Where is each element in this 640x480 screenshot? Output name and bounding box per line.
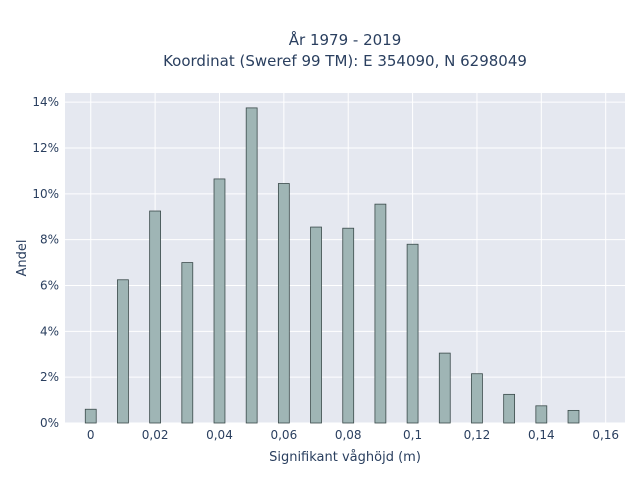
bar [181, 262, 194, 424]
bar [503, 393, 516, 424]
bar [149, 210, 161, 424]
bar [117, 279, 129, 424]
bar [374, 203, 387, 424]
y-axis-title: Andel [15, 240, 30, 277]
bar [84, 408, 97, 424]
bar [567, 409, 580, 424]
x-tick-label: 0 [87, 428, 95, 442]
y-tick-labels: 0% 2% 4% 6% 8% 10% 12% 14% [32, 95, 59, 430]
bar [535, 405, 548, 424]
x-tick-label: 0,04 [206, 428, 233, 442]
bar [213, 178, 226, 424]
x-tick-label: 0,06 [270, 428, 297, 442]
bar [471, 373, 483, 424]
chart-title-line2: Koordinat (Sweref 99 TM): E 354090, N 62… [163, 52, 527, 70]
y-tick-label: 8% [40, 233, 59, 247]
chart-title-line1: År 1979 - 2019 [289, 30, 402, 49]
x-tick-label: 0,02 [142, 428, 169, 442]
y-tick-label: 0% [40, 416, 59, 430]
x-tick-label: 0,14 [528, 428, 555, 442]
bar [342, 227, 355, 424]
y-tick-label: 10% [32, 187, 59, 201]
x-axis-title: Signifikant våghöjd (m) [269, 450, 421, 465]
x-tick-label: 0,12 [464, 428, 491, 442]
x-tick-label: 0,16 [592, 428, 619, 442]
bar [438, 352, 451, 424]
x-tick-label: 0,1 [403, 428, 422, 442]
y-tick-label: 14% [32, 95, 59, 109]
x-tick-label: 0,08 [335, 428, 362, 442]
y-tick-label: 4% [40, 324, 59, 338]
y-tick-label: 2% [40, 370, 59, 384]
x-tick-labels: 0 0,02 0,04 0,06 0,08 0,1 0,12 0,14 0,16 [87, 428, 619, 442]
bar [277, 183, 290, 424]
y-tick-label: 12% [32, 141, 59, 155]
y-tick-label: 6% [40, 279, 59, 293]
bar [406, 243, 419, 424]
bar [310, 226, 322, 424]
bars [84, 107, 580, 424]
bar [245, 107, 258, 424]
